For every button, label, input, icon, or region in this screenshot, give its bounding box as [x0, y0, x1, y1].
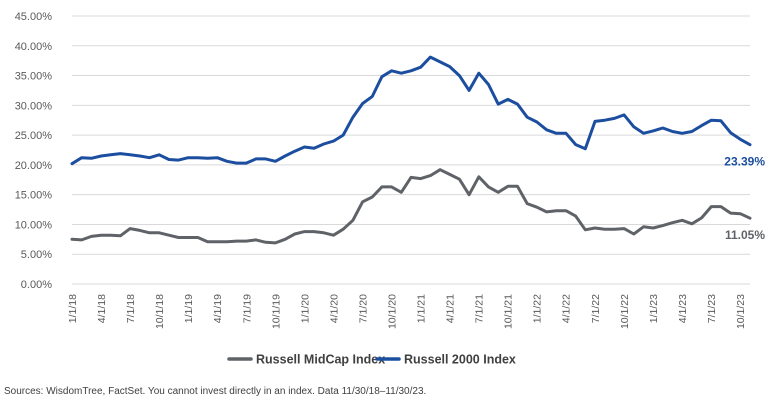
gridlines — [72, 15, 750, 285]
legend-label-russell-midcap: Russell MidCap Index — [256, 353, 385, 367]
x-axis-ticks: 1/1/18 4/1/18 7/1/18 10/1/18 1/1/19 4/1/19 7/1… — [67, 294, 747, 329]
y-tick-label: 30.00% — [15, 100, 53, 112]
series-line-russell-2000 — [70, 55, 752, 166]
x-tick-label: 4/1/23 — [677, 294, 689, 323]
y-tick-label: 0.00% — [21, 279, 52, 291]
legend-label-russell-2000: Russell 2000 Index — [404, 353, 516, 367]
x-tick-label: 7/1/22 — [590, 294, 602, 323]
series-lines — [70, 55, 752, 245]
x-tick-label: 1/1/21 — [416, 294, 428, 323]
x-tick-label: 1/1/22 — [532, 294, 544, 323]
x-tick-label: 10/1/19 — [270, 294, 282, 329]
x-tick-label: 10/1/21 — [503, 294, 515, 329]
end-label-russell-midcap: 11.05% — [725, 228, 765, 242]
y-tick-label: 20.00% — [15, 160, 53, 172]
x-tick-label: 4/1/22 — [561, 294, 573, 323]
x-tick-label: 7/1/20 — [357, 294, 369, 323]
x-tick-label: 10/1/23 — [735, 294, 747, 329]
x-tick-label: 4/1/20 — [328, 294, 340, 323]
source-note: Sources: WisdomTree, FactSet. You cannot… — [4, 386, 427, 397]
x-tick-label: 1/1/20 — [299, 294, 311, 323]
y-tick-label: 15.00% — [15, 190, 53, 202]
x-tick-label: 4/1/19 — [212, 294, 224, 323]
x-tick-label: 7/1/19 — [241, 294, 253, 323]
x-tick-label: 10/1/20 — [386, 294, 398, 329]
x-tick-label: 1/1/19 — [183, 294, 195, 323]
y-tick-label: 10.00% — [15, 219, 53, 231]
x-tick-label: 7/1/21 — [474, 294, 486, 323]
x-tick-label: 1/1/18 — [67, 294, 79, 323]
end-labels: 11.05% 23.39% — [724, 155, 765, 242]
y-tick-label: 45.00% — [15, 11, 53, 23]
y-tick-label: 40.00% — [15, 41, 53, 53]
x-tick-label: 10/1/22 — [619, 294, 631, 329]
x-tick-label: 7/1/23 — [706, 294, 718, 323]
x-tick-label: 4/1/18 — [96, 294, 108, 323]
end-label-russell-2000: 23.39% — [724, 155, 765, 169]
x-tick-label: 10/1/18 — [154, 294, 166, 329]
x-tick-label: 1/1/23 — [648, 294, 660, 323]
y-tick-label: 35.00% — [15, 71, 53, 83]
y-tick-label: 25.00% — [15, 130, 53, 142]
series-line-russell-midcap — [70, 168, 752, 245]
x-tick-label: 7/1/18 — [125, 294, 137, 323]
y-tick-label: 5.00% — [21, 249, 52, 261]
legend: Russell MidCap Index Russell 2000 Index — [227, 353, 516, 367]
x-tick-label: 4/1/21 — [445, 294, 457, 323]
y-axis-ticks: 0.00% 5.00% 10.00% 15.00% 20.00% 25.00% 30.00%… — [15, 11, 53, 291]
